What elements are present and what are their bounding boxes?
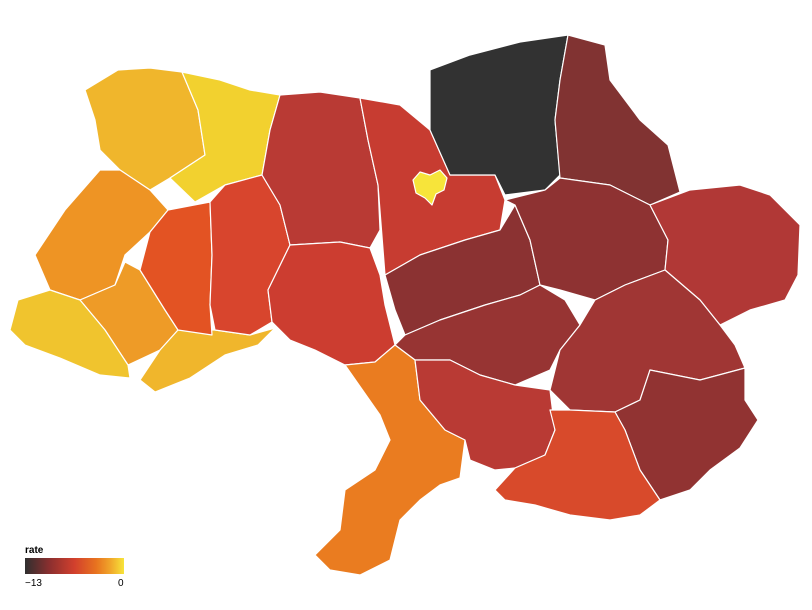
legend-min-label: −13 — [25, 578, 42, 589]
region-capital[interactable] — [412, 169, 448, 206]
region-west-1[interactable] — [34, 169, 169, 301]
color-legend: rate −13 0 — [25, 545, 124, 589]
legend-title: rate — [25, 545, 44, 556]
region-west-3[interactable] — [9, 289, 131, 379]
legend-max-label: 0 — [118, 578, 124, 589]
legend-color-ramp — [25, 558, 124, 574]
region-north-3[interactable] — [429, 34, 569, 196]
region-west-5[interactable] — [139, 201, 213, 336]
region-south-3[interactable] — [494, 409, 661, 521]
region-northeast-1[interactable] — [554, 34, 681, 206]
region-center-1[interactable] — [267, 241, 396, 366]
